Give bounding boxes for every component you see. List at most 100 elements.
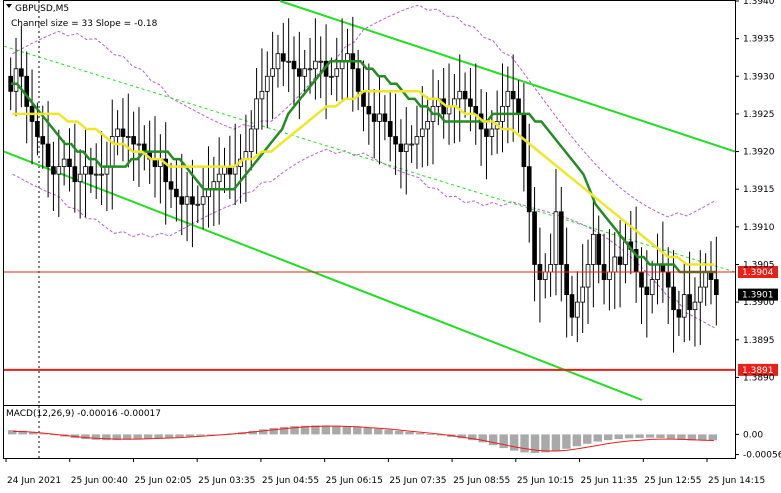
candle-body [462, 90, 468, 100]
candle [569, 275, 575, 337]
candle-body [484, 128, 489, 137]
candle [564, 227, 569, 338]
macd-bar [520, 434, 529, 453]
candle-body [398, 143, 404, 152]
candle [120, 98, 126, 162]
macd-bar [300, 425, 310, 435]
candle-body [302, 68, 308, 77]
price-tag-box [738, 288, 778, 301]
candle-body [61, 158, 67, 168]
candle-body [714, 279, 719, 296]
price-tag-label: 1.3891 [742, 366, 774, 376]
candle [409, 125, 414, 163]
candle-body [67, 158, 72, 168]
price-tag-label: 1.3901 [742, 291, 774, 301]
candle-body [329, 75, 334, 78]
macd-bar [624, 434, 634, 439]
candle [13, 37, 19, 117]
candle-body [366, 105, 372, 115]
candle [136, 107, 142, 187]
ma-fast-line [11, 59, 716, 274]
x-tick-label: 25 Jun 06:15 [326, 476, 383, 486]
candle-body [99, 173, 104, 176]
macd-bar [363, 427, 372, 435]
price-tag: 1.3891 [738, 363, 778, 376]
macd-bar [551, 434, 561, 451]
price-tag-box [738, 266, 778, 279]
macd-bar [583, 434, 592, 444]
candle-body [179, 196, 185, 205]
candle [575, 271, 580, 343]
candle [35, 102, 40, 156]
macd-bar [290, 426, 299, 435]
candle-body [676, 309, 682, 318]
price-tag: 1.3904 [738, 266, 778, 279]
macd-info: MACD(12,26,9) -0.00016 -0.00017 [6, 409, 161, 419]
macd-bar [143, 434, 153, 440]
macd-bar [133, 434, 142, 440]
candle [532, 186, 537, 302]
candle-body [334, 68, 340, 77]
candle-body [585, 264, 591, 288]
x-tick-label: 24 Jun 2021 [7, 476, 61, 486]
collapse-triangle-icon[interactable] [6, 4, 12, 8]
candle [19, 25, 24, 108]
x-tick-label: 25 Jun 04:55 [262, 476, 319, 486]
macd-bar [8, 430, 17, 435]
candle-body [174, 188, 179, 198]
macd-bar [436, 434, 446, 436]
candle-body [200, 196, 206, 205]
candle [671, 250, 676, 353]
price-tag-box [738, 363, 778, 376]
symbol-title: GBPUSD,M5 [6, 4, 69, 14]
candle [61, 140, 67, 186]
macd-bar [185, 434, 195, 437]
candle-body [313, 60, 318, 70]
candle [510, 54, 516, 142]
candle-body [681, 294, 687, 318]
candle-body [457, 90, 463, 100]
candle [414, 105, 420, 169]
macd-bar [415, 432, 425, 435]
candle-body [286, 60, 291, 63]
candle-body [190, 196, 195, 205]
candle-body [19, 68, 24, 77]
candle-body [639, 271, 644, 288]
macd-bar [342, 426, 352, 435]
candle [259, 48, 265, 130]
candle-body [617, 256, 623, 265]
symbol-title-text: GBPUSD,M5 [15, 4, 69, 14]
bollinger-lower [12, 148, 715, 329]
candle-body [115, 128, 120, 137]
candle-body [13, 68, 19, 92]
candle [83, 129, 88, 218]
candle-body [56, 166, 62, 175]
macd-bar [687, 434, 697, 441]
y-tick-label: 1.3910 [743, 223, 775, 233]
candle-body [163, 158, 169, 183]
candle-body [569, 294, 575, 318]
candle [184, 171, 190, 242]
candle-body [216, 173, 222, 183]
y-tick-label: 1.3890 [743, 373, 775, 383]
candle [115, 110, 120, 156]
candle-body [697, 286, 703, 303]
candle-body [409, 143, 414, 146]
y-tick-label: 1.3925 [743, 110, 775, 120]
macd-bar [645, 434, 655, 438]
candle-body [468, 98, 473, 107]
candle-body [612, 256, 618, 273]
macd-bar [593, 434, 602, 442]
candle [51, 141, 56, 212]
candle-body [596, 233, 602, 265]
candle [302, 49, 308, 96]
candle-body [259, 90, 265, 100]
candle-body [671, 286, 676, 311]
candle [67, 128, 72, 192]
candle [334, 37, 340, 102]
candle [45, 101, 51, 198]
candle [99, 131, 104, 206]
candle-body [553, 211, 559, 265]
